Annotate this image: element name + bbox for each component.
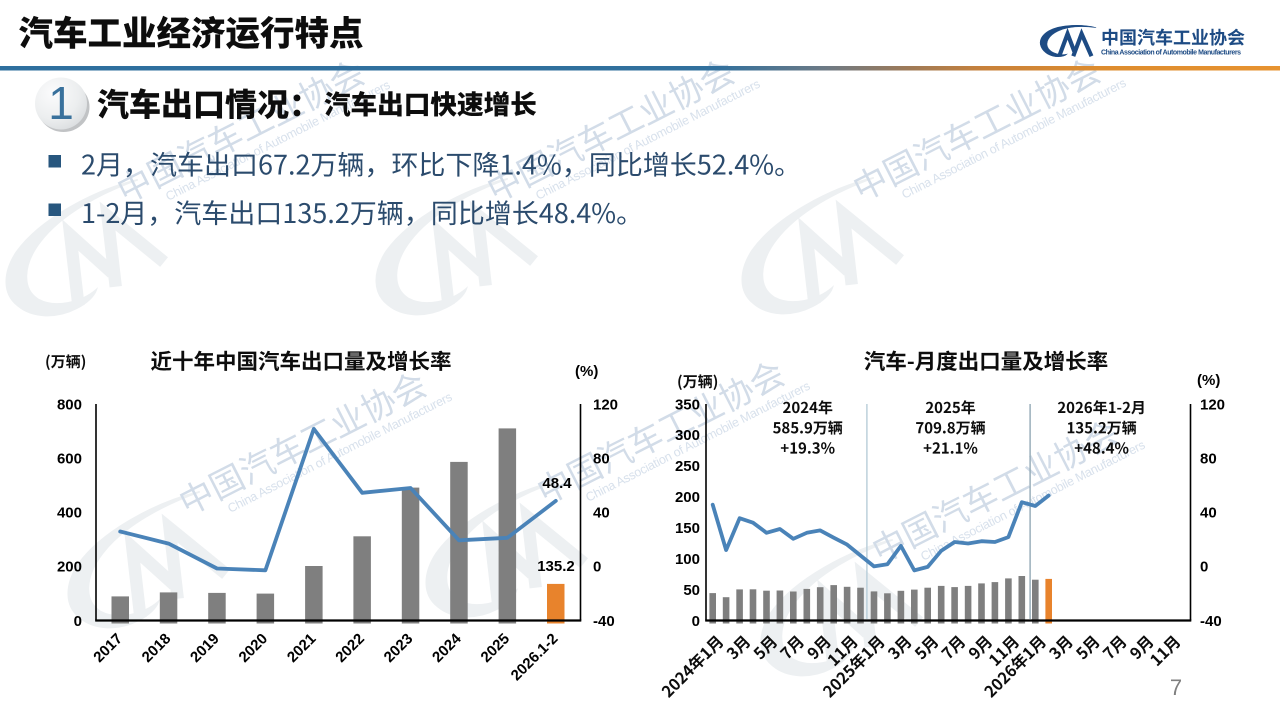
svg-text:2025: 2025 xyxy=(478,630,514,666)
svg-text:200: 200 xyxy=(57,559,82,576)
svg-text:200: 200 xyxy=(675,489,700,506)
svg-text:150: 150 xyxy=(675,520,700,537)
svg-text:-40: -40 xyxy=(593,613,615,630)
svg-text:600: 600 xyxy=(57,450,82,467)
svg-text:2017: 2017 xyxy=(90,630,126,666)
svg-text:2022: 2022 xyxy=(332,630,368,666)
svg-text:100: 100 xyxy=(675,551,700,568)
svg-text:80: 80 xyxy=(593,450,610,467)
svg-text:2020: 2020 xyxy=(236,630,272,666)
svg-text:2026.1-2: 2026.1-2 xyxy=(508,630,562,684)
svg-text:350: 350 xyxy=(675,396,700,413)
svg-text:800: 800 xyxy=(57,396,82,413)
svg-text:120: 120 xyxy=(1200,396,1225,413)
svg-text:(%): (%) xyxy=(1197,372,1220,389)
svg-text:China Association of Automobil: China Association of Automobile Manufact… xyxy=(1101,50,1241,57)
svg-text:50: 50 xyxy=(683,582,700,599)
svg-text:80: 80 xyxy=(1200,450,1217,467)
svg-text:40: 40 xyxy=(1200,505,1217,522)
svg-text:300: 300 xyxy=(675,427,700,444)
svg-text:48.4: 48.4 xyxy=(542,475,572,492)
svg-text:2023: 2023 xyxy=(381,630,417,666)
svg-text:0: 0 xyxy=(692,613,700,630)
svg-text:250: 250 xyxy=(675,458,700,475)
svg-text:0: 0 xyxy=(593,559,601,576)
svg-text:135.2: 135.2 xyxy=(537,558,575,575)
svg-text:120: 120 xyxy=(593,396,618,413)
svg-text:400: 400 xyxy=(57,505,82,522)
svg-text:-40: -40 xyxy=(1200,613,1222,630)
svg-text:2021: 2021 xyxy=(284,630,320,666)
svg-text:7: 7 xyxy=(1170,675,1182,700)
svg-text:2018: 2018 xyxy=(139,630,175,666)
svg-text:2024: 2024 xyxy=(429,630,465,666)
svg-text:40: 40 xyxy=(593,505,610,522)
svg-text:0: 0 xyxy=(1200,559,1208,576)
svg-text:2019: 2019 xyxy=(187,630,223,666)
svg-text:(%): (%) xyxy=(575,363,598,380)
svg-text:1: 1 xyxy=(48,77,74,129)
svg-text:0: 0 xyxy=(74,613,82,630)
